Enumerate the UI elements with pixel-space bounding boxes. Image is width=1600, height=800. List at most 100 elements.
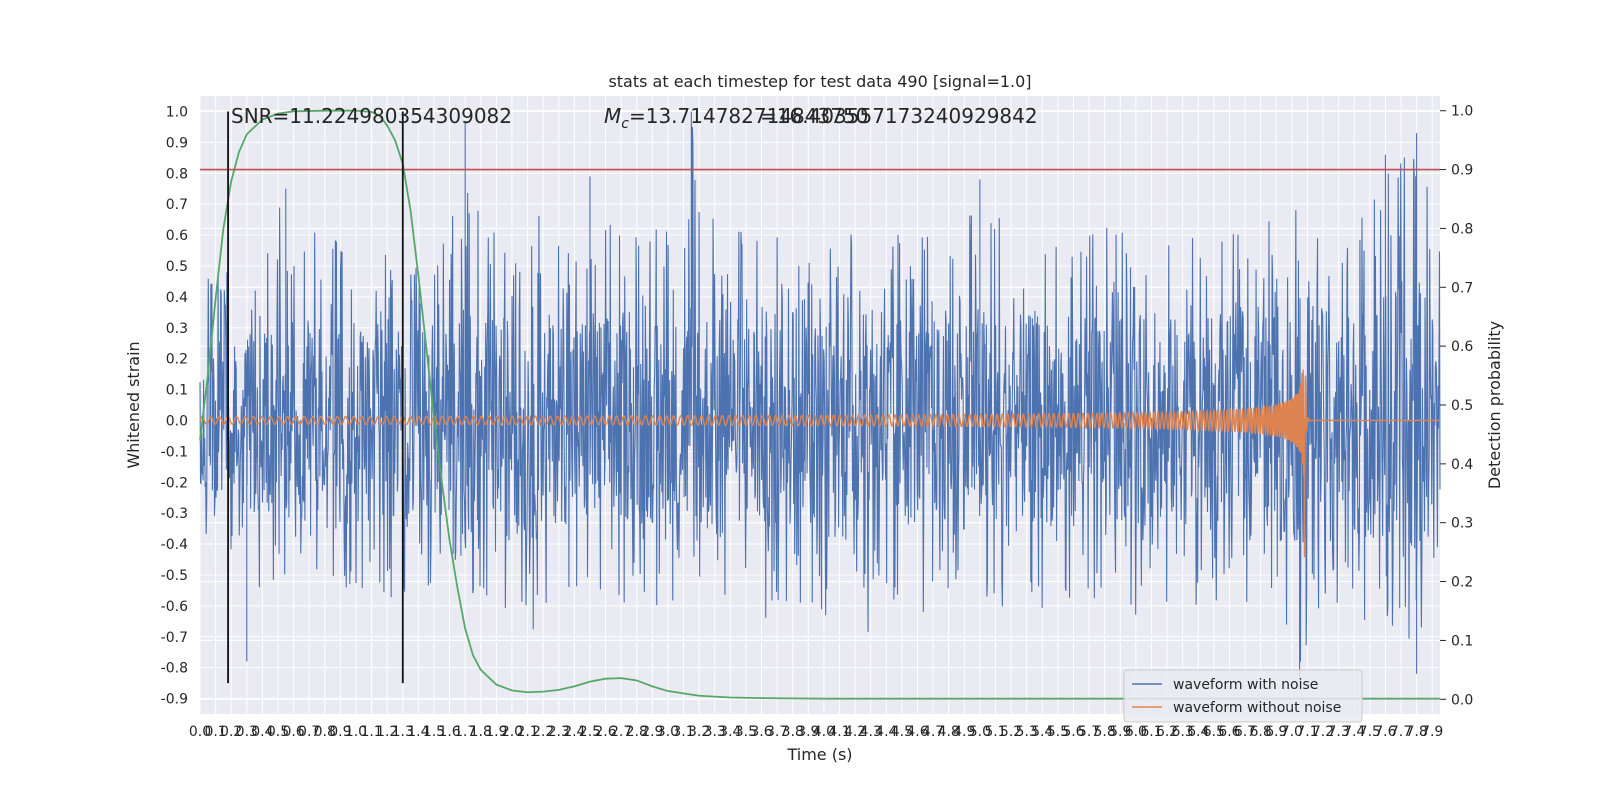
y-tick-label: -0.6 (161, 599, 188, 615)
x-tick-label: 7.7 (1390, 724, 1412, 740)
x-axis-ticks: 0.00.10.20.30.40.50.60.70.80.91.01.11.21… (189, 724, 1443, 740)
x-tick-label: 1.1 (360, 724, 382, 740)
x-tick-label: 6.2 (1156, 724, 1178, 740)
x-tick-label: 3.5 (735, 724, 757, 740)
x-tick-label: 3.1 (672, 724, 694, 740)
y2-tick-label: 0.2 (1451, 575, 1473, 591)
x-tick-label: 1.3 (392, 724, 414, 740)
x-tick-label: 5.9 (1109, 724, 1131, 740)
y-tick-label: -0.4 (161, 537, 188, 553)
x-tick-label: 6.0 (1125, 724, 1147, 740)
y-tick-label: 0.2 (166, 352, 188, 368)
x-tick-label: 1.6 (438, 724, 460, 740)
y-tick-label: -0.1 (161, 444, 188, 460)
x-tick-label: 7.8 (1405, 724, 1427, 740)
mc-symbol: M (604, 104, 621, 128)
y2-tick-label: 0.5 (1451, 398, 1473, 414)
snr-annotation: SNR=11.224980354309082 (231, 104, 512, 128)
x-tick-label: 2.1 (516, 724, 538, 740)
x-tick-label: 2.9 (641, 724, 663, 740)
x-tick-label: 2.4 (563, 724, 585, 740)
x-tick-label: 0.3 (236, 724, 258, 740)
x-tick-label: 6.4 (1187, 724, 1209, 740)
x-tick-label: 5.1 (984, 724, 1006, 740)
x-tick-label: 0.2 (220, 724, 242, 740)
y-tick-label: 0.9 (166, 135, 188, 151)
y-tick-label: 0.7 (166, 197, 188, 213)
x-tick-label: 0.8 (314, 724, 336, 740)
x-tick-label: 4.3 (860, 724, 882, 740)
y-tick-label: 0.5 (166, 259, 188, 275)
legend-box (1123, 669, 1363, 723)
x-tick-label: 6.3 (1172, 724, 1194, 740)
x-tick-label: 6.7 (1234, 724, 1256, 740)
x-tick-label: 5.2 (1000, 724, 1022, 740)
waveform-with-noise-series (199, 111, 1441, 684)
x-tick-label: 2.7 (610, 724, 632, 740)
chart-title: stats at each timestep for test data 490… (608, 72, 1031, 91)
x-tick-label: 1.7 (454, 724, 476, 740)
x-tick-label: 2.3 (548, 724, 570, 740)
x-tick-label: 5.8 (1094, 724, 1116, 740)
x-tick-label: 5.6 (1062, 724, 1084, 740)
x-tick-label: 4.7 (922, 724, 944, 740)
x-tick-label: 1.9 (485, 724, 507, 740)
x-axis-label: Time (s) (786, 745, 852, 764)
x-tick-label: 6.6 (1218, 724, 1240, 740)
y2-axis-ticks: 0.0 0.1 0.2 0.3 0.4 0.5 0.6 0.7 0.8 0.9 1.0 (1440, 104, 1473, 708)
x-tick-label: 5.3 (1016, 724, 1038, 740)
waveform-with-noise-line (199, 111, 1441, 684)
x-tick-label: 0.0 (189, 724, 211, 740)
waveform-without-noise-line (199, 369, 1440, 558)
x-tick-label: 0.9 (329, 724, 351, 740)
x-tick-label: 5.5 (1047, 724, 1069, 740)
x-tick-label: 6.5 (1203, 724, 1225, 740)
y-tick-label: 0.1 (166, 383, 188, 399)
x-tick-label: 0.7 (298, 724, 320, 740)
x-tick-label: 4.1 (828, 724, 850, 740)
y2-tick-label: 0.7 (1451, 280, 1473, 296)
legend: waveform with noise waveform without noi… (1123, 669, 1363, 723)
x-tick-label: 1.8 (470, 724, 492, 740)
x-tick-label: 2.0 (501, 724, 523, 740)
y-tick-label: -0.7 (161, 630, 188, 646)
detection-probability-series (199, 109, 1440, 700)
mc-value: =13.714782714843750 (629, 104, 868, 128)
y-tick-label: 1.0 (166, 104, 188, 120)
x-tick-label: 2.6 (594, 724, 616, 740)
x-tick-label: 3.7 (766, 724, 788, 740)
reference-lines (200, 111, 1440, 684)
y-tick-label: 0.3 (166, 321, 188, 337)
y2-tick-label: 0.0 (1451, 692, 1473, 708)
x-tick-label: 6.8 (1249, 724, 1271, 740)
y-tick-label: 0.8 (166, 166, 188, 182)
y2-tick-label: 0.1 (1451, 633, 1473, 649)
y-tick-label: -0.2 (161, 475, 188, 491)
y-tick-label: 0.6 (166, 228, 188, 244)
y-tick-label: -0.5 (161, 568, 188, 584)
y2-tick-label: 0.8 (1451, 221, 1473, 237)
waveform-without-noise-series (199, 369, 1440, 558)
x-tick-label: 7.3 (1327, 724, 1349, 740)
y-tick-label: 0.4 (166, 290, 188, 306)
y-axis-ticks: -0.9 -0.8 -0.7 -0.6 -0.5 -0.4 -0.3 -0.2 -0.1 0.0 0… (161, 104, 188, 707)
x-tick-label: 3.2 (688, 724, 710, 740)
x-tick-label: 1.4 (407, 724, 429, 740)
x-tick-label: 0.1 (204, 724, 226, 740)
x-tick-label: 3.6 (750, 724, 772, 740)
y2-tick-label: 0.4 (1451, 457, 1473, 473)
y2-tick-label: 1.0 (1451, 104, 1473, 120)
x-tick-label: 0.4 (251, 724, 273, 740)
y-tick-label: -0.8 (161, 661, 188, 677)
y2-tick-label: 0.6 (1451, 339, 1473, 355)
mc-subscript: c (621, 116, 629, 132)
x-tick-label: 3.0 (657, 724, 679, 740)
y2-tick-label: 0.3 (1451, 516, 1473, 532)
x-tick-label: 4.5 (891, 724, 913, 740)
x-tick-label: 5.7 (1078, 724, 1100, 740)
y2-tick-label: 0.9 (1451, 163, 1473, 179)
y-tick-label: -0.9 (161, 692, 188, 708)
x-tick-label: 7.4 (1343, 724, 1365, 740)
legend-label-noise: waveform with noise (1173, 677, 1318, 693)
